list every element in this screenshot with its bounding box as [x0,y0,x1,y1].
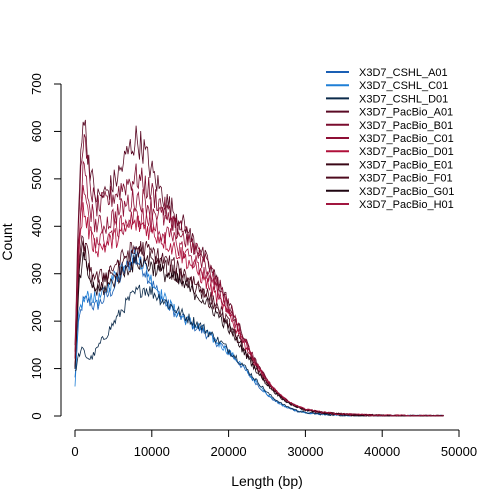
x-tick-label: 0 [71,444,78,459]
legend-label: X3D7_PacBio_C01 [359,133,454,145]
y-tick-label: 700 [29,73,44,95]
legend-label: X3D7_PacBio_A01 [359,107,453,119]
y-tick-label: 100 [29,358,44,380]
series-layer [74,119,444,417]
y-tick-label: 600 [29,121,44,143]
series-line-X3D7_PacBio_E01 [74,240,444,417]
y-tick-label: 200 [29,310,44,332]
legend-label: X3D7_CSHL_D01 [359,93,448,105]
x-tick-label: 50000 [441,444,477,459]
legend-label: X3D7_CSHL_A01 [359,67,448,79]
axis-layer: 0 10000 20000 30000 40000 50000 0 100 200 300 400 5… [29,73,477,459]
series-line-X3D7_CSHL_C01 [74,247,444,417]
x-tick-label: 10000 [134,444,170,459]
series-line-X3D7_PacBio_G01 [74,252,444,417]
legend-label: X3D7_PacBio_B01 [359,120,453,132]
y-tick-label: 300 [29,263,44,285]
x-tick-label: 20000 [211,444,247,459]
y-tick-label: 400 [29,215,44,237]
y-tick-label: 0 [29,412,44,419]
y-tick-label: 500 [29,168,44,190]
legend-label: X3D7_PacBio_G01 [359,186,454,198]
legend-label: X3D7_PacBio_E01 [359,159,453,171]
legend-label: X3D7_PacBio_F01 [359,173,453,185]
x-tick-label: 30000 [287,444,323,459]
y-axis-title: Count [0,223,15,260]
x-tick-label: 40000 [364,444,400,459]
series-line-X3D7_CSHL_A01 [74,256,444,417]
series-line-X3D7_PacBio_H01 [74,184,444,417]
legend-label: X3D7_PacBio_D01 [359,146,454,158]
series-line-X3D7_CSHL_D01 [74,284,444,417]
x-axis-title: Length (bp) [231,473,303,489]
legend-label: X3D7_PacBio_H01 [359,199,454,211]
legend-label: X3D7_CSHL_C01 [359,80,448,92]
